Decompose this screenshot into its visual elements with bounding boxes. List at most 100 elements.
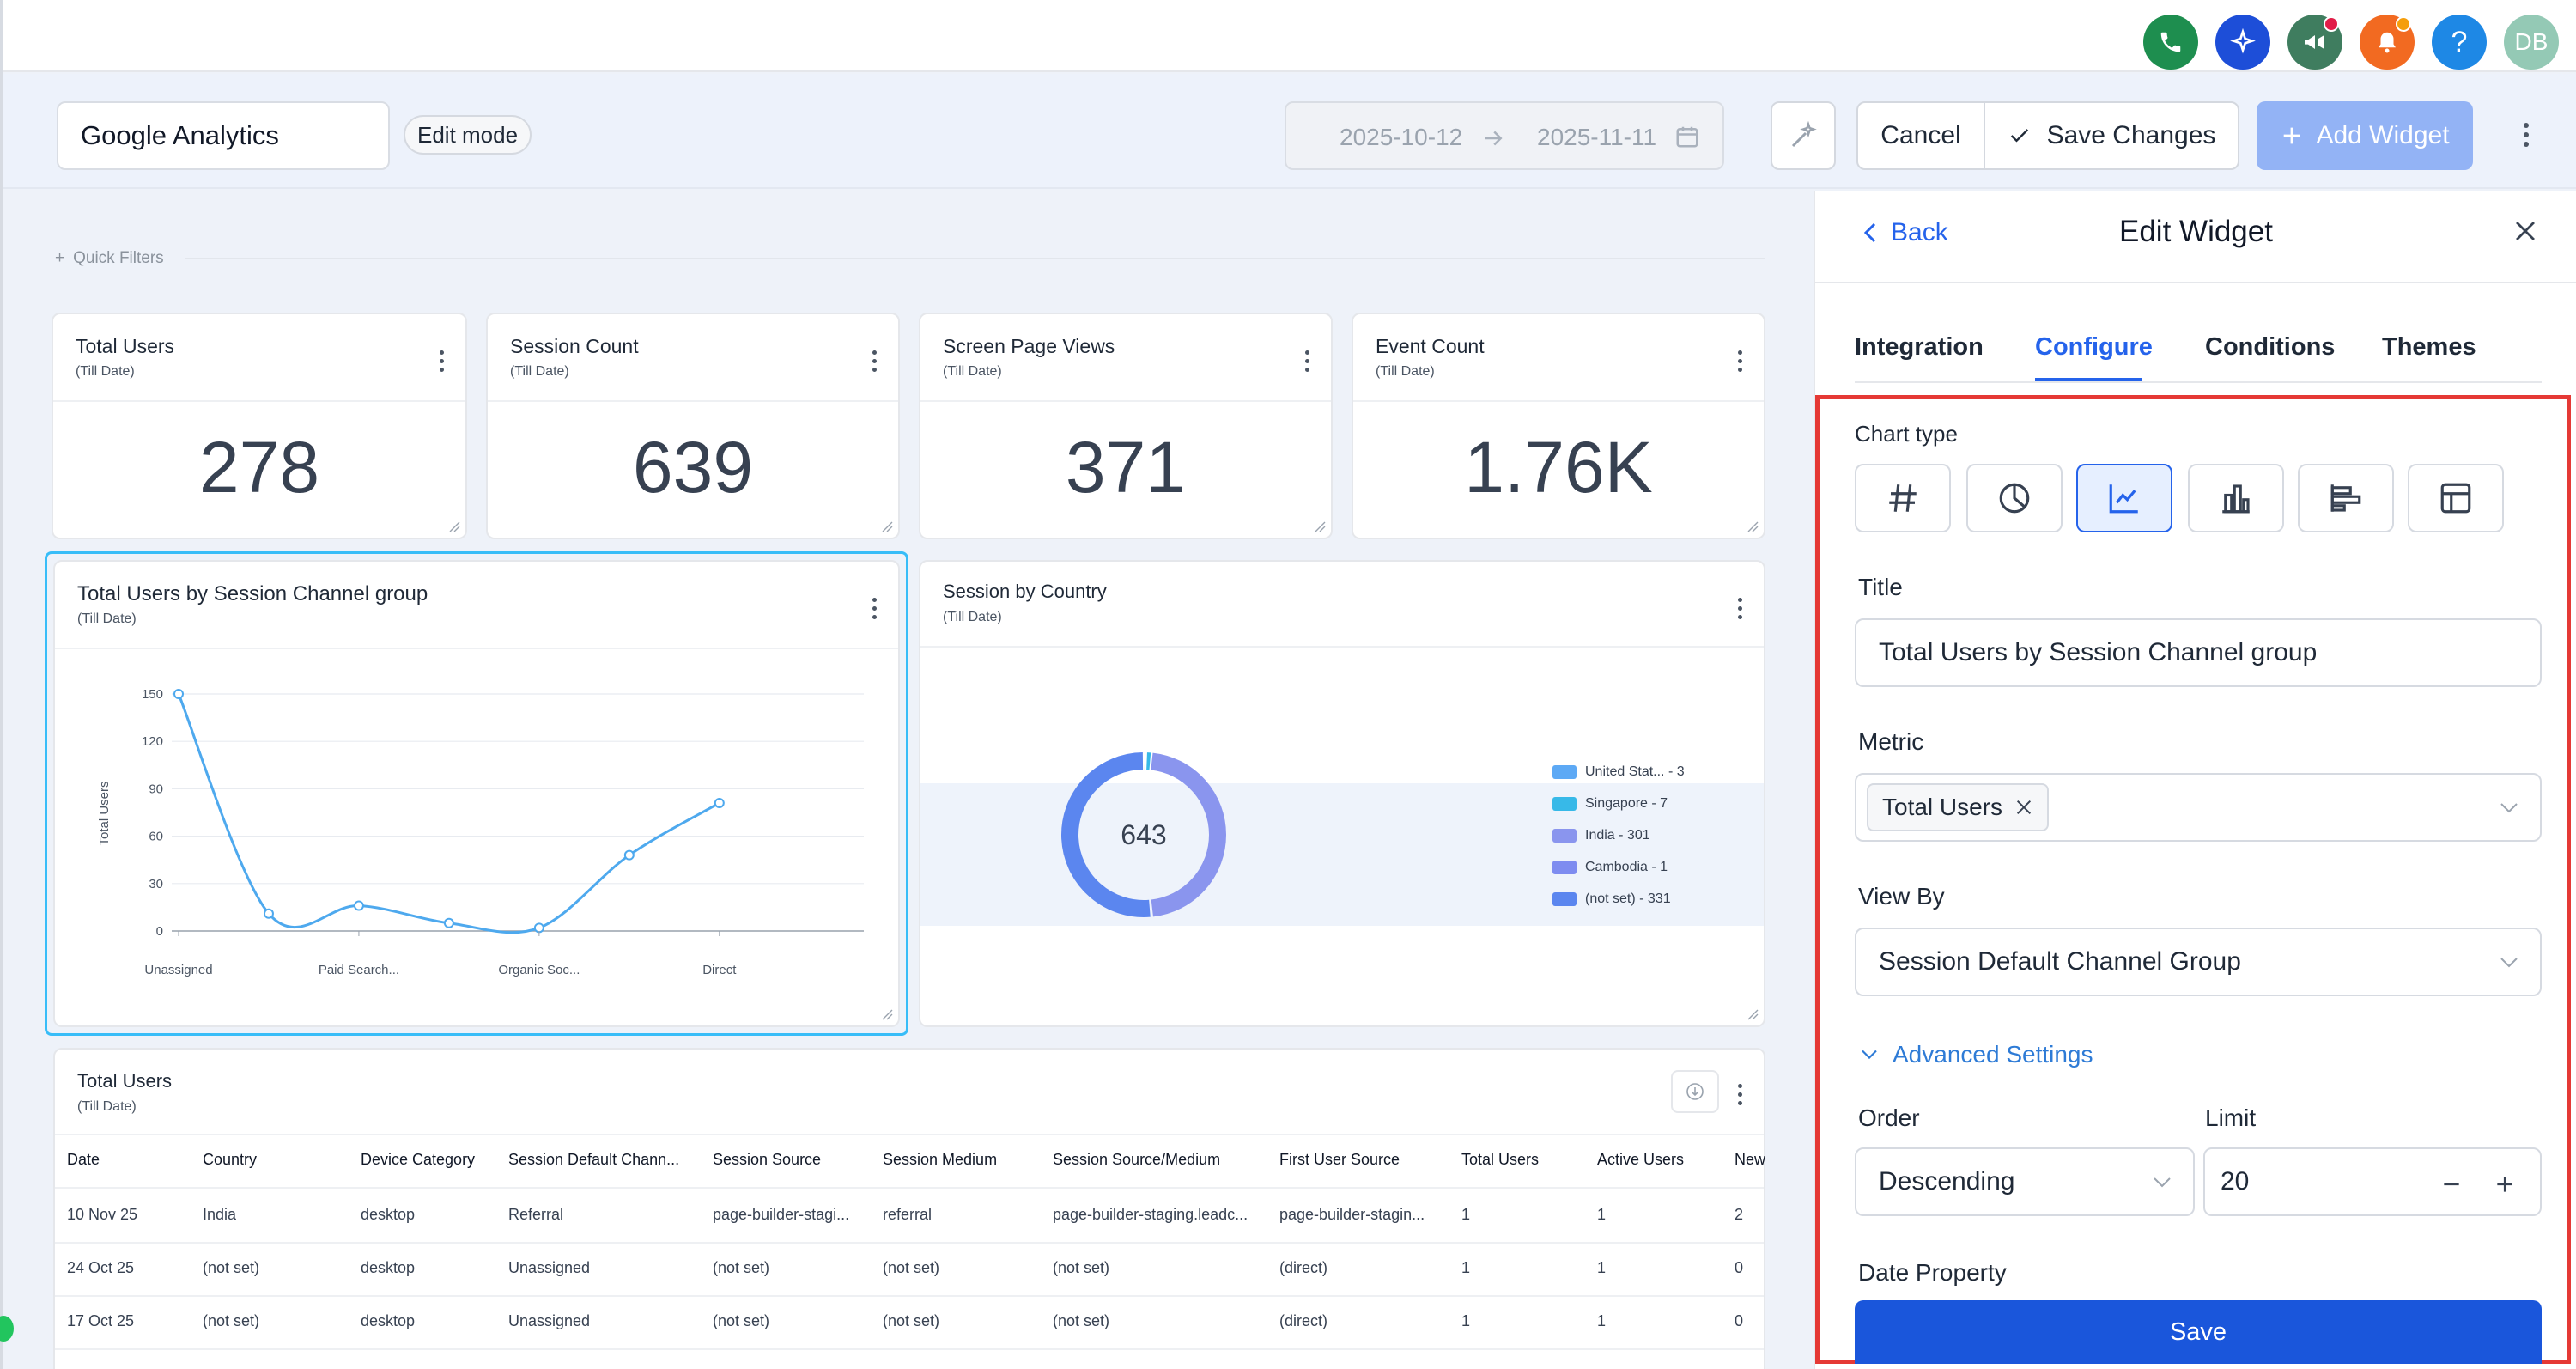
phone-icon[interactable] bbox=[2143, 15, 2198, 70]
line-chart-widget[interactable]: Total Users by Session Channel group (Ti… bbox=[53, 560, 900, 1027]
data-point[interactable] bbox=[173, 689, 184, 699]
close-icon[interactable] bbox=[2512, 218, 2538, 244]
legend-item[interactable]: (not set) - 331 bbox=[1552, 891, 1671, 907]
order-select[interactable]: Descending bbox=[1855, 1147, 2195, 1216]
resize-handle-icon[interactable] bbox=[1747, 520, 1759, 532]
resize-handle-icon[interactable] bbox=[1747, 1008, 1759, 1020]
data-point[interactable] bbox=[443, 917, 454, 928]
kpi-card-total-users[interactable]: Total Users (Till Date) 278 bbox=[52, 313, 467, 539]
legend-item[interactable]: India - 301 bbox=[1552, 828, 1650, 843]
legend-swatch bbox=[1552, 892, 1577, 906]
table-header-cell[interactable]: Active Users bbox=[1597, 1151, 1685, 1168]
bell-icon[interactable] bbox=[2360, 15, 2415, 70]
donut-slice[interactable] bbox=[1061, 752, 1151, 917]
chart-type-table-button[interactable] bbox=[2408, 464, 2504, 532]
sparkle-icon[interactable] bbox=[2215, 15, 2270, 70]
view-by-select[interactable]: Session Default Channel Group bbox=[1855, 928, 2542, 996]
legend-item[interactable]: United Stat... - 3 bbox=[1552, 764, 1685, 780]
table-header-cell[interactable]: Date bbox=[67, 1151, 100, 1168]
tab-themes[interactable]: Themes bbox=[2382, 333, 2476, 361]
chevron-left-icon bbox=[1863, 222, 1876, 243]
download-button[interactable] bbox=[1671, 1070, 1719, 1113]
kpi-card-event-count[interactable]: Event Count (Till Date) 1.76K bbox=[1352, 313, 1765, 539]
save-changes-button[interactable]: Save Changes bbox=[1984, 101, 2239, 170]
table-widget[interactable]: Total Users (Till Date) bbox=[53, 1048, 1765, 1369]
date-to[interactable]: 2025-11-11 bbox=[1537, 124, 1657, 150]
date-from[interactable]: 2025-10-12 bbox=[1340, 124, 1463, 150]
kpi-card-session-count[interactable]: Session Count (Till Date) 639 bbox=[486, 313, 900, 539]
table-header-cell[interactable]: Device Category bbox=[361, 1151, 476, 1168]
donut-slice[interactable] bbox=[1151, 752, 1226, 917]
remove-chip-icon[interactable] bbox=[2014, 798, 2033, 817]
metric-select[interactable]: Total Users bbox=[1855, 773, 2542, 842]
table-header-cell[interactable]: Session Source bbox=[713, 1151, 822, 1168]
limit-stepper[interactable]: 20 bbox=[2203, 1147, 2542, 1216]
kpi-subtitle: (Till Date) bbox=[1376, 364, 1435, 379]
tab-conditions[interactable]: Conditions bbox=[2205, 333, 2336, 361]
table-header-cell[interactable]: Session Source/Medium bbox=[1053, 1151, 1221, 1168]
table-header-cell[interactable]: Session Medium bbox=[883, 1151, 998, 1168]
data-point[interactable] bbox=[533, 922, 544, 934]
save-button[interactable]: Save bbox=[1855, 1300, 2542, 1364]
save-changes-label: Save Changes bbox=[2046, 121, 2216, 149]
more-options-icon[interactable] bbox=[2524, 123, 2529, 147]
sidebar-edge bbox=[0, 0, 3, 1369]
limit-value[interactable]: 20 bbox=[2221, 1167, 2250, 1196]
help-icon[interactable]: ? bbox=[2432, 15, 2487, 70]
chart-type-line-button[interactable] bbox=[2076, 464, 2172, 532]
kpi-subtitle: (Till Date) bbox=[510, 364, 569, 379]
data-point[interactable] bbox=[714, 797, 725, 808]
data-point[interactable] bbox=[353, 900, 364, 911]
legend-swatch bbox=[1552, 861, 1577, 874]
resize-handle-icon[interactable] bbox=[881, 520, 893, 532]
more-options-icon[interactable] bbox=[1305, 350, 1310, 373]
date-range-picker[interactable]: 2025-10-12 2025-11-11 bbox=[1285, 101, 1724, 170]
data-point[interactable] bbox=[623, 849, 635, 861]
more-options-icon[interactable] bbox=[1738, 598, 1743, 620]
more-options-icon[interactable] bbox=[872, 598, 878, 620]
limit-label: Limit bbox=[2205, 1104, 2257, 1131]
resize-handle-icon[interactable] bbox=[448, 520, 460, 532]
kpi-card-screen-page-views[interactable]: Screen Page Views (Till Date) 371 bbox=[919, 313, 1333, 539]
dashboard-title-input[interactable]: Google Analytics bbox=[57, 101, 390, 170]
table-cell: 1 bbox=[1461, 1259, 1471, 1276]
back-button[interactable]: Back bbox=[1862, 218, 1948, 247]
table-header-cell[interactable]: Session Default Chann... bbox=[508, 1151, 680, 1168]
table-header-cell[interactable]: Country bbox=[203, 1151, 258, 1168]
plus-icon[interactable] bbox=[2494, 1173, 2516, 1196]
megaphone-icon[interactable] bbox=[2287, 15, 2342, 70]
advanced-settings-toggle[interactable]: Advanced Settings bbox=[1860, 1041, 2093, 1068]
more-options-icon[interactable] bbox=[872, 350, 878, 373]
add-widget-button[interactable]: Add Widget bbox=[2257, 101, 2473, 170]
chart-type-number-button[interactable] bbox=[1855, 464, 1951, 532]
ai-magic-button[interactable] bbox=[1771, 101, 1836, 170]
table-cell: India bbox=[203, 1206, 237, 1223]
table-header-cell[interactable]: New bbox=[1735, 1151, 1766, 1168]
quick-filters-button[interactable]: + Quick Filters bbox=[55, 249, 164, 268]
table-header-cell[interactable]: First User Source bbox=[1279, 1151, 1400, 1168]
more-options-icon[interactable] bbox=[1738, 1084, 1743, 1106]
table-row-divider bbox=[55, 1348, 1764, 1350]
donut-chart-widget[interactable]: Session by Country (Till Date) bbox=[919, 560, 1765, 1027]
kpi-title: Total Users bbox=[76, 335, 175, 357]
tab-integration[interactable]: Integration bbox=[1855, 333, 1984, 361]
resize-handle-icon[interactable] bbox=[881, 1008, 893, 1020]
chart-type-bar-button[interactable] bbox=[2188, 464, 2284, 532]
minus-icon[interactable] bbox=[2440, 1173, 2463, 1196]
cancel-button[interactable]: Cancel bbox=[1856, 101, 1985, 170]
data-point[interactable] bbox=[263, 908, 274, 919]
table-header-cell[interactable]: Total Users bbox=[1461, 1151, 1540, 1168]
more-options-icon[interactable] bbox=[440, 350, 445, 373]
metric-chip: Total Users bbox=[1867, 783, 2050, 831]
chart-type-pie-button[interactable] bbox=[1966, 464, 2063, 532]
widget-title-input[interactable]: Total Users by Session Channel group bbox=[1855, 618, 2542, 687]
kpi-value: 278 bbox=[198, 427, 320, 508]
avatar[interactable]: DB bbox=[2504, 15, 2559, 70]
legend-item[interactable]: Cambodia - 1 bbox=[1552, 860, 1668, 875]
number-icon bbox=[1889, 484, 1917, 512]
resize-handle-icon[interactable] bbox=[1314, 520, 1326, 532]
tab-configure[interactable]: Configure bbox=[2035, 333, 2153, 361]
more-options-icon[interactable] bbox=[1738, 350, 1743, 373]
chart-type-horizontal-bar-button[interactable] bbox=[2298, 464, 2394, 532]
legend-item[interactable]: Singapore - 7 bbox=[1552, 796, 1668, 812]
